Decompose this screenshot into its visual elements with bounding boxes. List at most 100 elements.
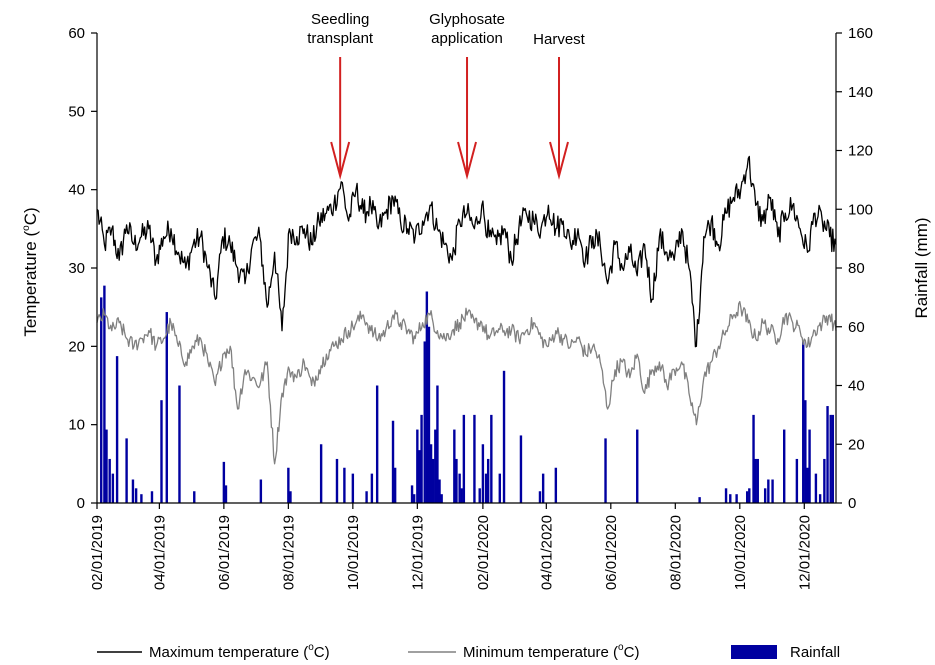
rainfall-bar [432,458,435,503]
y2-tick-label: 120 [848,143,873,160]
y-tick-label: 20 [68,338,85,355]
rainfall-bar [458,473,461,504]
y-tick-label: 60 [68,25,85,42]
rainfall-bar [745,491,749,503]
rainfall-bar [735,494,738,503]
legend-label-min: Minimum temperature (oC) [463,642,639,661]
y2-tick-label: 0 [848,495,856,512]
rainfall-bar [756,458,759,503]
rainfall-bar [103,285,106,504]
y-tick-label: 10 [68,417,85,434]
x-tick-label: 08/01/2019 [280,515,297,590]
y2-tick-label: 20 [848,436,865,453]
rainfall-bar [808,429,811,503]
x-tick-label: 12/01/2019 [409,515,426,590]
x-tick-label: 04/01/2020 [538,515,555,590]
rainfall-bar [802,341,805,503]
rainfall-bar [498,473,501,504]
x-tick-label: 10/01/2020 [732,515,749,590]
rainfall-bar [108,458,111,503]
rainfall-bar [484,473,488,504]
rainfall-bar [429,444,433,503]
y-tick-label: 30 [68,260,85,277]
rainfall-bar [434,429,437,503]
rainfall-bar [818,494,822,503]
rainfall-bar [420,414,423,504]
y2-tick-label: 60 [848,319,865,336]
x-tick-label: 02/01/2019 [89,515,106,590]
rainfall-bar [165,312,168,503]
rainfall-bar [473,414,476,504]
rainfall-bar [478,488,481,503]
axes: 0 10 20 30 40 50 60 0 20 40 60 80 100 120 140 160 02/01/… [21,25,931,590]
rainfall-bar [416,429,419,503]
annotation-label: transplant [307,30,374,47]
max-temperature-line [96,155,837,348]
rainfall-bar [140,494,143,503]
rainfall-bar [224,485,228,504]
x-tick-label: 04/01/2019 [151,515,168,590]
rainfall-bar [222,461,226,504]
y2-tick-label: 80 [848,260,865,277]
rainfall-bar [105,429,108,503]
rainfall-bar [767,479,770,503]
rainfall-bar [455,458,458,503]
rainfall-bar [829,414,832,504]
rainfall-bar [287,467,290,503]
rainfall-bar [438,479,441,503]
rainfall-bar [806,467,809,503]
rainfall-bar [423,341,426,503]
rainfall-bar [289,491,292,503]
legend-label-rainfall: Rainfall [790,644,840,661]
rainfall-bar [481,444,485,503]
annotation-label: application [431,30,503,47]
rainfall-bar [754,458,757,503]
rainfall-bar [436,385,439,503]
annotation-label: Glyphosate [429,11,505,28]
rainfall-bar [100,297,103,504]
rainfall-bar [826,406,829,503]
rainfall-bar [150,491,154,503]
legend-label-max: Maximum temperature (oC) [149,642,330,661]
y-tick-label: 0 [77,495,85,512]
rainfall-bar [554,467,558,503]
rainfall-bar [393,467,397,503]
rainfall-bar [370,473,374,504]
rainfall-bar [193,491,196,503]
rainfall-bar [427,326,431,503]
y2-axis-title: Rainfall (mm) [912,217,931,318]
x-tick-label: 10/01/2019 [345,515,362,590]
rainfall-bar [541,473,545,504]
y2-tick-label: 160 [848,25,873,42]
temperature-lines [96,155,837,465]
annotation-arrow-head [330,141,351,180]
y-tick-label: 50 [68,103,85,120]
rainfall-bars [100,285,835,504]
rainfall-bar [160,400,163,503]
rainfall-bar [351,473,355,504]
rainfall-bar [365,491,368,503]
rainfall-bar [453,429,456,503]
rainfall-bar [319,444,323,503]
rainfall-bar [462,414,466,504]
rainfall-bar [410,485,414,504]
rainfall-bar [375,385,379,503]
rainfall-bar [823,458,826,503]
x-tick-label: 12/01/2020 [796,515,813,590]
rainfall-bar [425,291,429,503]
rainfall-bar [115,356,119,504]
rainfall-bar [538,491,542,503]
legend-swatch-rainfall [731,645,777,659]
x-tick-label: 06/01/2020 [603,515,620,590]
rainfall-bar [752,414,755,504]
rainfall-bar [486,458,490,503]
rainfall-bar [729,494,732,503]
rainfall-bar [111,473,115,504]
rainfall-bar [125,438,128,504]
rainfall-bar [412,494,416,503]
rainfall-bar [502,370,506,503]
annotation-arrow-head [457,141,477,180]
rainfall-bar [795,458,799,503]
rainfall-bar [748,488,751,503]
rainfall-bar [763,488,767,503]
